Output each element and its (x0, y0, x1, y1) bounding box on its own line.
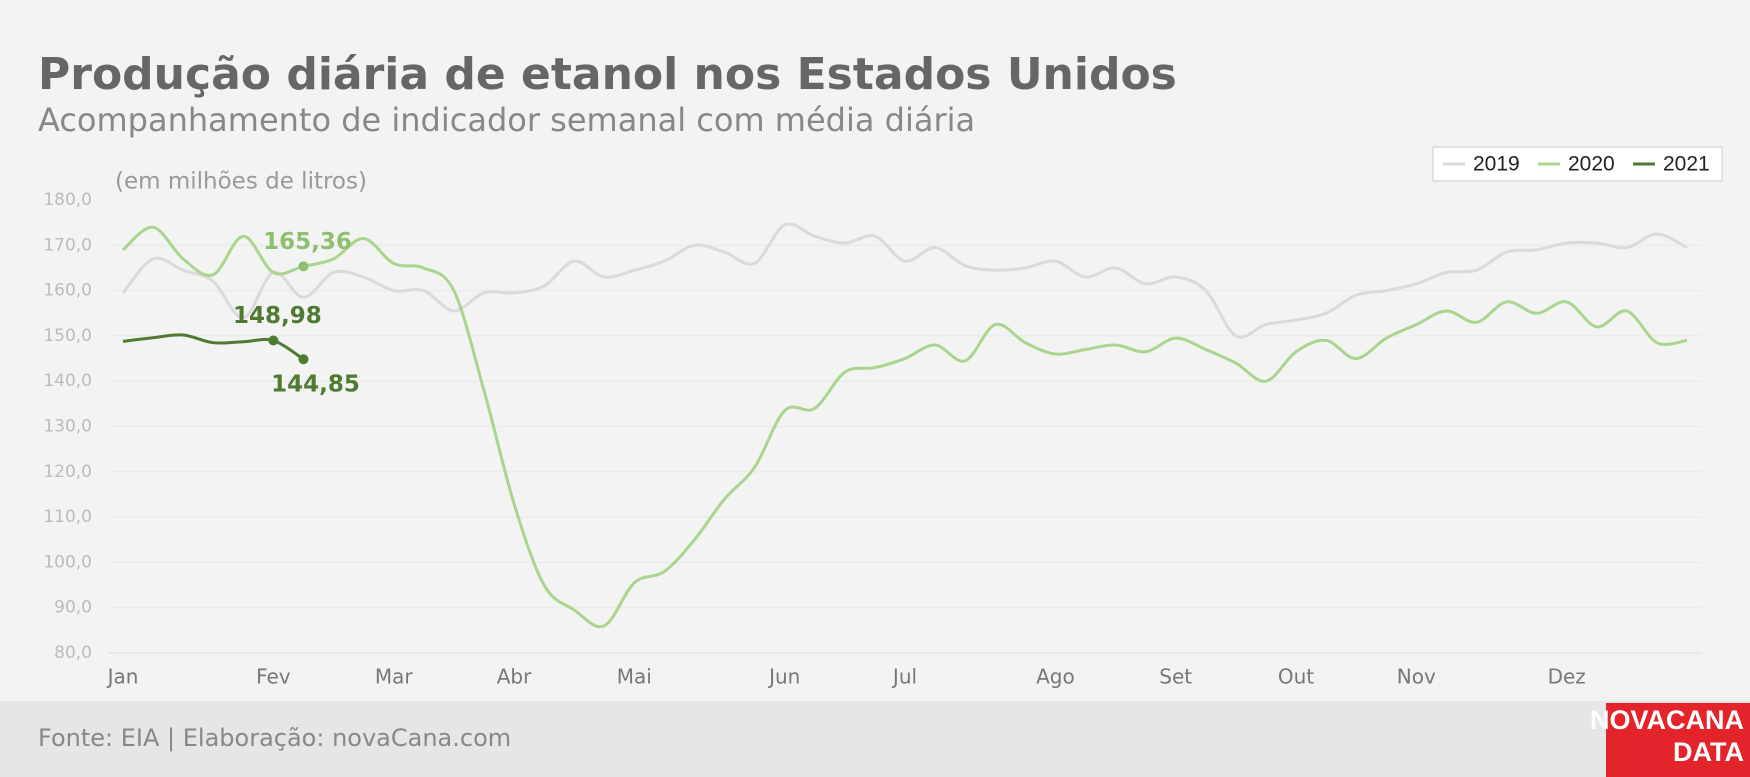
x-tick-label: Jun (767, 665, 800, 689)
x-tick-label: Jul (891, 665, 917, 689)
y-tick-label: 90,0 (54, 598, 92, 618)
x-tick-label: Nov (1397, 665, 1436, 689)
point-marker (298, 261, 309, 272)
data-label: 148,98 (233, 303, 322, 329)
footer (0, 701, 1750, 777)
legend-label: 2021 (1663, 153, 1710, 176)
x-tick-label: Mar (375, 665, 414, 689)
y-tick-label: 130,0 (43, 417, 92, 437)
series-line (122, 225, 1688, 629)
series-line (121, 222, 1688, 339)
point-marker (268, 335, 279, 346)
x-tick-label: Mai (617, 665, 652, 689)
y-tick-label: 100,0 (43, 552, 92, 572)
x-tick-label: Out (1278, 665, 1314, 689)
y-tick-label: 80,0 (54, 643, 92, 663)
y-tick-label: 120,0 (43, 462, 92, 482)
legend-box (1432, 146, 1723, 182)
y-axis-label: (em milhões de litros) (115, 169, 367, 195)
x-tick-label: Jan (106, 665, 139, 689)
x-tick-label: Abr (497, 665, 532, 689)
y-tick-label: 160,0 (43, 281, 92, 301)
point-marker (298, 354, 309, 365)
chart-subtitle: Acompanhamento de indicador semanal com … (38, 101, 975, 139)
x-tick-label: Ago (1036, 665, 1075, 689)
x-tick-label: Fev (256, 665, 291, 689)
y-tick-label: 140,0 (43, 371, 92, 391)
legend-label: 2019 (1473, 153, 1520, 176)
logo-text: DATA (1673, 737, 1744, 767)
y-tick-label: 110,0 (43, 507, 92, 527)
chart-title: Produção diária de etanol nos Estados Un… (38, 49, 1177, 100)
y-tick-label: 170,0 (43, 235, 92, 255)
data-label: 165,36 (263, 229, 352, 255)
x-tick-label: Set (1159, 665, 1192, 689)
x-tick-label: Dez (1548, 665, 1586, 689)
y-tick-label: 180,0 (43, 190, 92, 210)
logo (1606, 703, 1750, 777)
logo-text: NOVACANA (1590, 705, 1744, 735)
source: Fonte: EIA | Elaboração: novaCana.com (38, 724, 511, 752)
data-label: 144,85 (271, 372, 360, 398)
legend-label: 2020 (1568, 153, 1615, 176)
y-tick-label: 150,0 (43, 326, 92, 346)
